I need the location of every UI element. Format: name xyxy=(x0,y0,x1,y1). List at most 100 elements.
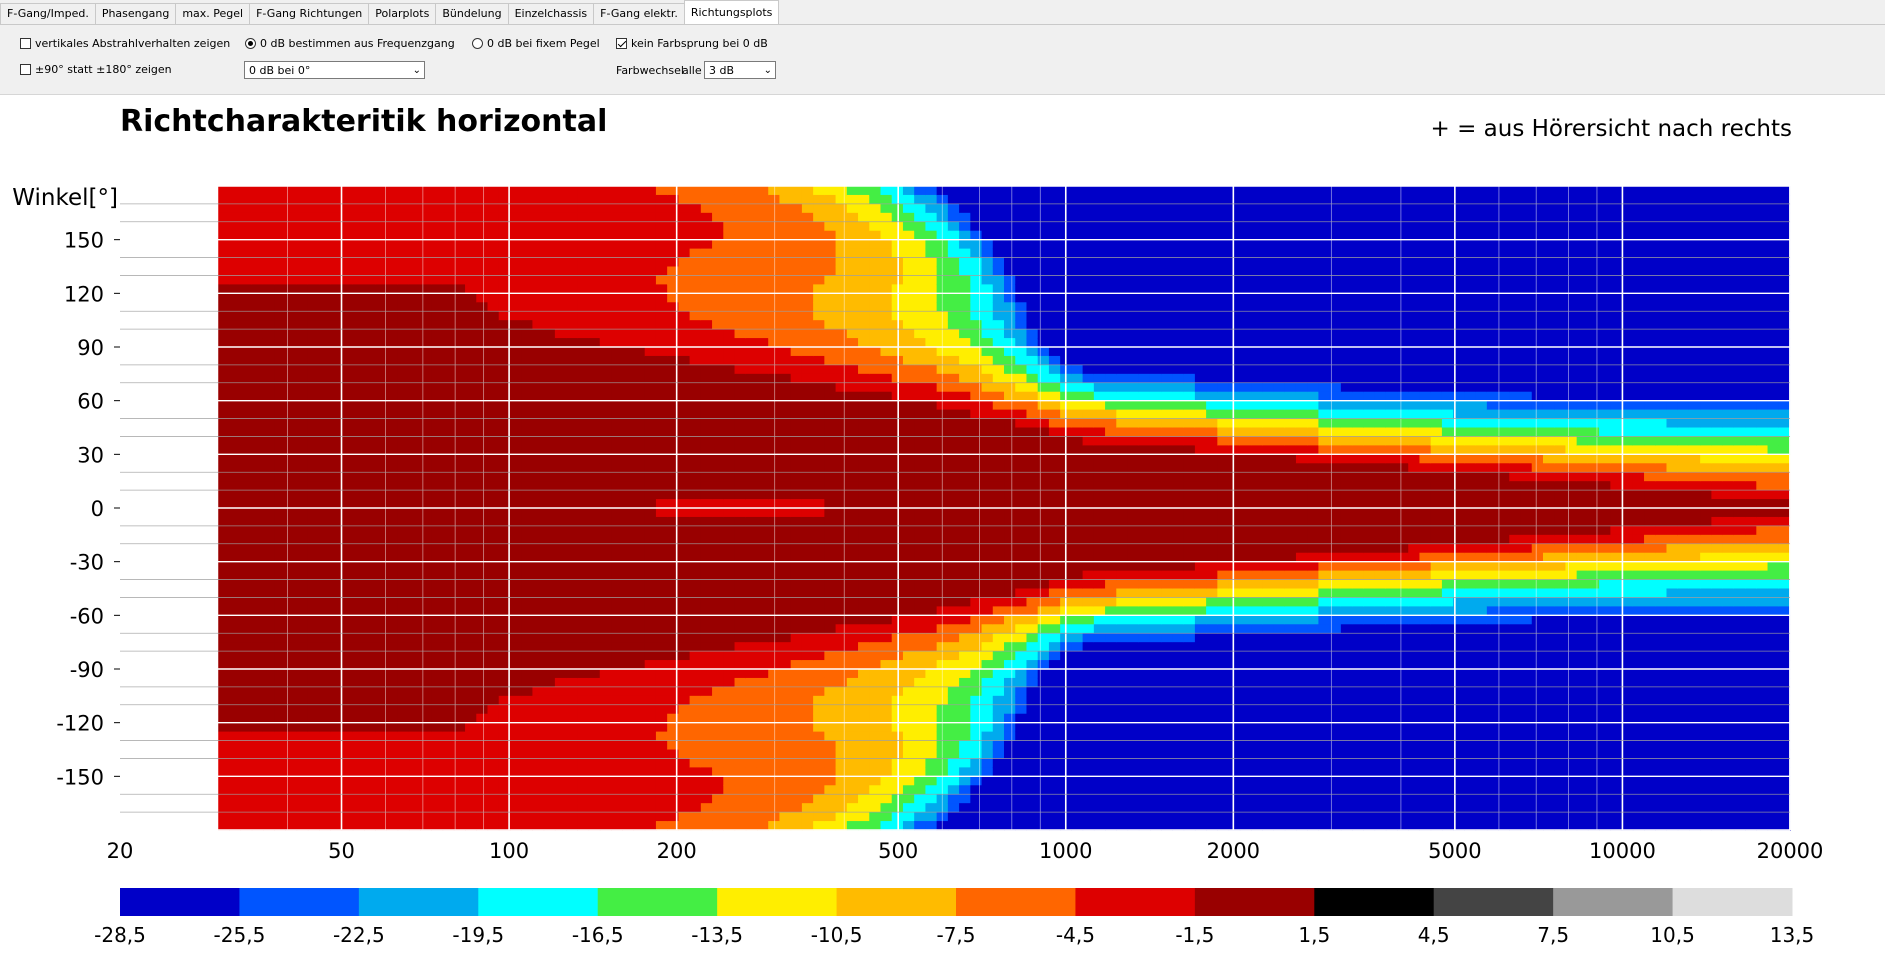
heatmap-cell xyxy=(644,740,657,751)
heatmap-cell xyxy=(790,293,803,303)
zero-reference-select[interactable]: 0 dB bei 0° ⌄ xyxy=(244,61,425,79)
heatmap-cell xyxy=(667,203,679,214)
heatmap-cell xyxy=(959,570,971,581)
tab-f-gang-imped[interactable]: F-Gang/Imped. xyxy=(0,3,96,24)
heatmap-cell xyxy=(902,427,915,438)
heatmap-cell xyxy=(835,624,848,634)
tab-phasengang[interactable]: Phasengang xyxy=(94,3,177,24)
heatmap-cell xyxy=(914,284,927,294)
heatmap-cell xyxy=(846,427,859,438)
heatmap-cell xyxy=(543,400,556,411)
heatmap-cell xyxy=(363,490,376,500)
heatmap-cell xyxy=(981,525,994,536)
tab-b-ndelung[interactable]: Bündelung xyxy=(435,3,509,24)
heatmap-cell xyxy=(262,454,275,464)
heatmap-cell xyxy=(285,624,298,634)
heatmap-cell xyxy=(274,785,286,795)
heatmap-cell xyxy=(251,731,264,742)
heatmap-cell xyxy=(959,722,971,733)
heatmap-cell xyxy=(532,588,545,599)
heatmap-cell xyxy=(352,436,365,446)
heatmap-cell xyxy=(240,669,253,679)
heatmap-cell xyxy=(386,311,399,321)
heatmap-cell xyxy=(521,812,534,822)
zero-fixed-radio[interactable]: 0 dB bei fixem Pegel xyxy=(472,37,600,50)
heatmap-cell xyxy=(543,275,556,285)
heatmap-cell xyxy=(880,731,893,742)
heatmap-cell xyxy=(431,803,444,813)
no-jump-checkbox[interactable]: kein Farbsprung bei 0 dB xyxy=(616,37,768,50)
heatmap-cell xyxy=(925,615,938,625)
heatmap-cell xyxy=(947,543,960,554)
heatmap-cell xyxy=(734,615,747,625)
heatmap-cell xyxy=(341,230,354,241)
heatmap-cell xyxy=(667,347,679,357)
tab-einzelchassis[interactable]: Einzelchassis xyxy=(507,3,595,24)
heatmap-cell xyxy=(902,329,915,339)
heatmap-cell xyxy=(611,203,623,214)
heatmap-cell xyxy=(902,606,915,616)
heatmap-cell xyxy=(431,713,444,724)
tab-polarplots[interactable]: Polarplots xyxy=(368,3,437,24)
range90-checkbox[interactable]: ±90° statt ±180° zeigen xyxy=(20,63,172,76)
heatmap-cell xyxy=(521,364,534,375)
heatmap-cell xyxy=(813,767,825,777)
heatmap-cell xyxy=(824,561,837,572)
heatmap-cell xyxy=(498,615,511,625)
heatmap-cell xyxy=(700,463,713,473)
heatmap-cell xyxy=(891,355,904,366)
heatmap-cell xyxy=(465,579,477,590)
heatmap-cell xyxy=(487,704,500,715)
heatmap-cell xyxy=(813,373,825,384)
heatmap-cell xyxy=(296,767,309,777)
heatmap-cell xyxy=(420,722,432,733)
heatmap-cell xyxy=(700,275,713,285)
heatmap-cell xyxy=(554,651,567,661)
heatmap-cell xyxy=(790,239,803,250)
heatmap-cell xyxy=(858,203,870,214)
tab-f-gang-elektr[interactable]: F-Gang elektr. xyxy=(593,3,685,24)
zero-freq-radio[interactable]: 0 dB bestimmen aus Frequenzgang xyxy=(245,37,455,50)
heatmap-cell xyxy=(476,364,489,375)
heatmap-cell xyxy=(902,525,915,536)
color-step-select[interactable]: 3 dB ⌄ xyxy=(704,61,776,79)
checkbox-box[interactable] xyxy=(20,64,31,75)
heatmap-cell xyxy=(611,534,623,545)
heatmap-cell xyxy=(790,579,803,590)
heatmap-cell xyxy=(644,427,657,438)
heatmap-cell xyxy=(824,508,837,518)
heatmap-cell xyxy=(566,588,578,599)
heatmap-cell xyxy=(644,293,657,303)
heatmap-cell xyxy=(554,642,567,652)
heatmap-cell xyxy=(521,821,534,831)
radio-dot[interactable] xyxy=(245,38,256,49)
heatmap-cell xyxy=(801,409,814,420)
heatmap-cell xyxy=(644,373,657,384)
heatmap-cell xyxy=(229,561,242,572)
heatmap-cell xyxy=(891,660,904,670)
heatmap-cell xyxy=(633,463,646,473)
heatmap-cell xyxy=(566,767,578,777)
heatmap-cell xyxy=(487,767,500,777)
heatmap-cell xyxy=(835,767,848,777)
heatmap-cell xyxy=(397,338,410,348)
heatmap-cell xyxy=(307,579,320,590)
checkbox-box[interactable] xyxy=(616,38,627,49)
heatmap-cell xyxy=(981,203,994,214)
heatmap-cell xyxy=(442,731,455,742)
heatmap-cell xyxy=(667,579,679,590)
tab-f-gang-richtungen[interactable]: F-Gang Richtungen xyxy=(249,3,370,24)
heatmap-cell xyxy=(723,400,736,411)
heatmap-cell xyxy=(363,338,376,348)
checkbox-box[interactable] xyxy=(20,38,31,49)
tab-max-pegel[interactable]: max. Pegel xyxy=(175,3,251,24)
heatmap-cell xyxy=(476,355,489,366)
vertical-checkbox[interactable]: vertikales Abstrahlverhalten zeigen xyxy=(20,37,230,50)
heatmap-cell xyxy=(902,776,915,786)
heatmap-cell xyxy=(644,758,657,768)
tab-richtungsplots[interactable]: Richtungsplots xyxy=(683,0,780,24)
radio-dot[interactable] xyxy=(472,38,483,49)
heatmap-cell xyxy=(846,704,859,715)
heatmap-cell xyxy=(723,695,736,706)
heatmap-cell xyxy=(218,248,230,259)
